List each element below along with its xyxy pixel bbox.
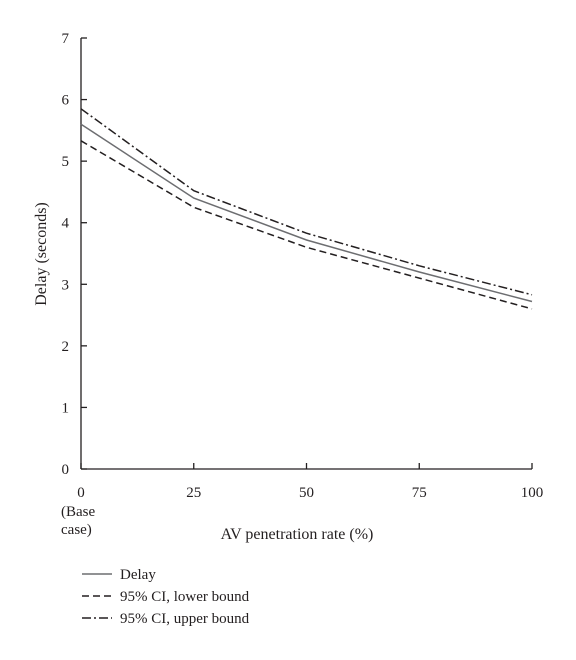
y-tick-label: 3: [62, 277, 70, 293]
x-tick-label: 0: [77, 485, 85, 501]
x-tick-note: (Base: [61, 504, 95, 520]
x-tick-label: 75: [412, 485, 427, 501]
y-tick-label: 0: [62, 462, 70, 478]
x-tick-label: 100: [521, 485, 544, 501]
legend-label: 95% CI, lower bound: [120, 589, 250, 605]
x-tick-label: 50: [299, 485, 314, 501]
series-lines: [80, 108, 533, 310]
series-line-solid: [80, 123, 533, 303]
y-tick-label: 7: [62, 31, 70, 47]
x-tick-note: case): [61, 522, 92, 538]
y-axis-title: Delay (seconds): [33, 202, 50, 306]
y-tick-label: 6: [62, 93, 70, 109]
y-tick-label: 2: [62, 339, 70, 355]
legend-label: Delay: [120, 567, 156, 583]
y-tick-label: 4: [62, 216, 70, 232]
x-tick-label: 25: [186, 485, 201, 501]
legend: Delay 95% CI, lower bound 95% CI, upper bo…: [82, 567, 250, 627]
y-tick-label: 1: [62, 400, 70, 416]
series-line-dashdot: [80, 108, 533, 296]
legend-label: 95% CI, upper bound: [120, 611, 250, 627]
x-axis-title: AV penetration rate (%): [221, 526, 374, 543]
axes: 0 1 2 3 4 5 6 7 0 25 50 75 100 (Base case): [61, 31, 543, 538]
y-tick-label: 5: [62, 154, 70, 170]
